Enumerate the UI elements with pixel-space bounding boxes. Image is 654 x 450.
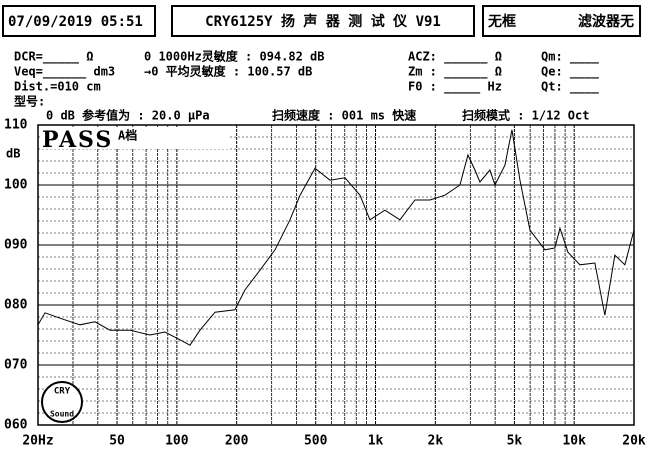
logo [41, 381, 83, 423]
datetime: 07/09/2019 05:51 [8, 14, 143, 30]
logo-top: CRY [54, 387, 71, 397]
x-tick-label: 1k [368, 434, 384, 449]
y-tick-label: 100 [4, 178, 28, 193]
qm: Qm: ____ [541, 50, 600, 65]
sensitivity-avg: →0 平均灵敏度 : 100.57 dB [144, 64, 312, 79]
acz: ACZ: ______ Ω [408, 50, 502, 65]
model: 型号: [14, 94, 45, 109]
header-box [2, 5, 156, 37]
header-box [171, 5, 475, 37]
qe: Qe: ____ [541, 65, 600, 80]
x-tick-label: 20Hz [22, 434, 53, 449]
pass-box [40, 127, 230, 149]
x-tick-label: 5k [507, 434, 523, 449]
response-curve [37, 129, 635, 346]
filter: 滤波器无 [578, 13, 634, 30]
y-tick-label: 070 [4, 358, 28, 373]
x-tick-label: 20k [622, 434, 646, 449]
sensitivity-1k: 0 1000Hz灵敏度 : 094.82 dB [144, 49, 325, 64]
header-box [482, 5, 641, 37]
sweep-mode: 扫频模式 : 1/12 Oct [462, 108, 589, 123]
x-tick-label: 2k [428, 434, 444, 449]
x-tick-label: 100 [165, 434, 189, 449]
logo-bottom: Sound [50, 410, 74, 419]
x-tick-label: 10k [562, 434, 586, 449]
y-tick-label: 060 [4, 418, 28, 433]
qt: Qt: ____ [541, 80, 600, 95]
reference: 0 dB 参考值为 : 20.0 μPa [46, 108, 210, 123]
range: A档 [118, 128, 137, 143]
dcr: DCR=_____ Ω [14, 50, 93, 65]
device: CRY6125Y 扬 声 器 测 试 仪 V91 [205, 13, 441, 30]
dist: Dist.=010 cm [14, 80, 101, 94]
x-tick-label: 500 [304, 434, 328, 449]
sweep-speed: 扫频速度 : 001 ms 快速 [272, 108, 416, 123]
result: PASS [42, 127, 113, 153]
f0: F0 : _____ Hz [408, 80, 502, 95]
veq: Veq=______ dm3 [14, 65, 115, 80]
y-tick-label: 090 [4, 238, 28, 253]
plot-area [37, 124, 635, 426]
y-axis-label: dB [6, 147, 20, 161]
x-tick-label: 50 [109, 434, 125, 449]
y-tick-label: 110 [4, 118, 28, 133]
frame: 无框 [487, 13, 516, 30]
zm: Zm : ______ Ω [408, 65, 502, 80]
y-tick-label: 080 [4, 298, 28, 313]
plot: 060 070 080 090 100 110 20Hz 50 100 200 500 1k 2k 5k 1… [4, 118, 646, 449]
x-tick-label: 200 [225, 434, 249, 449]
